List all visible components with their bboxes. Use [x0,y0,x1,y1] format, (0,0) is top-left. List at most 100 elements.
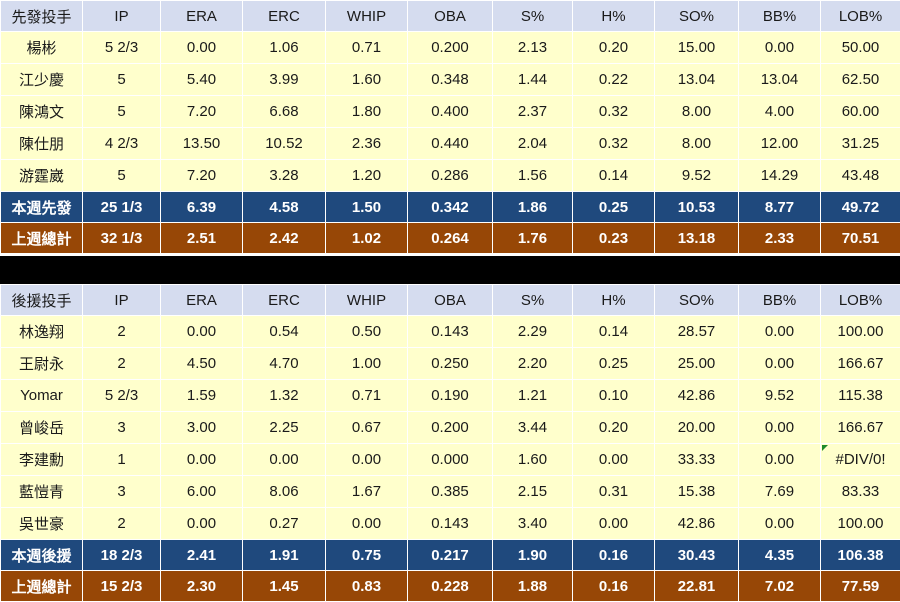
pitcher-name: 陳仕朋 [1,128,83,160]
stat-cell: 5 2/3 [83,32,161,64]
stat-cell: 14.29 [739,160,821,192]
stat-cell: 115.38 [821,380,900,412]
stat-cell: 8.06 [243,476,326,508]
pitcher-name: 藍愷青 [1,476,83,508]
stat-cell: 100.00 [821,316,900,348]
stat-cell: 0.348 [408,64,493,96]
stat-cell: 8.00 [655,128,739,160]
column-header: ERC [243,285,326,316]
stat-cell: 166.67 [821,412,900,444]
stat-cell: 0.32 [573,128,655,160]
stat-cell: 0.00 [161,508,243,540]
column-header: OBA [408,1,493,32]
total-label: 上週總計 [1,571,83,602]
pitcher-name: 江少慶 [1,64,83,96]
stat-cell: 83.33 [821,476,900,508]
column-header: BB% [739,1,821,32]
stat-cell: 42.86 [655,380,739,412]
stat-cell: 1.20 [326,160,408,192]
stat-cell: 2.37 [493,96,573,128]
stat-cell: 1.56 [493,160,573,192]
total-cell: 2.33 [739,223,821,254]
stat-cell: 0.54 [243,316,326,348]
stat-cell: 1.80 [326,96,408,128]
stat-cell: 2 [83,348,161,380]
stat-cell: 3 [83,412,161,444]
total-cell: 22.81 [655,571,739,602]
stat-cell: 4 2/3 [83,128,161,160]
stat-cell: 7.20 [161,160,243,192]
stat-cell: 0.143 [408,508,493,540]
column-header: LOB% [821,1,900,32]
total-cell: 1.91 [243,540,326,571]
total-cell: 0.342 [408,192,493,223]
stat-cell: 3.44 [493,412,573,444]
stat-cell: 0.31 [573,476,655,508]
pitcher-header: 先發投手 [1,1,83,32]
stat-cell: 0.14 [573,160,655,192]
total-cell: 15 2/3 [83,571,161,602]
stat-cell: 0.67 [326,412,408,444]
stat-cell: #DIV/0! [821,444,900,476]
stat-cell: 7.20 [161,96,243,128]
total-cell: 1.02 [326,223,408,254]
stat-cell: 0.286 [408,160,493,192]
total-cell: 18 2/3 [83,540,161,571]
total-cell: 0.25 [573,192,655,223]
stat-cell: 5.40 [161,64,243,96]
total-cell: 1.88 [493,571,573,602]
stat-cell: 12.00 [739,128,821,160]
stat-cell: 2 [83,508,161,540]
column-header: WHIP [326,1,408,32]
pitcher-name: 王尉永 [1,348,83,380]
stat-cell: 1.60 [326,64,408,96]
stat-cell: 3.28 [243,160,326,192]
total-cell: 0.16 [573,540,655,571]
stat-cell: 0.00 [326,444,408,476]
stat-cell: 0.27 [243,508,326,540]
total-cell: 1.76 [493,223,573,254]
stat-cell: 1.60 [493,444,573,476]
stat-cell: 43.48 [821,160,900,192]
total-cell: 2.30 [161,571,243,602]
pitcher-name: 李建勳 [1,444,83,476]
stat-cell: 0.00 [573,444,655,476]
column-header: BB% [739,285,821,316]
total-cell: 30.43 [655,540,739,571]
stat-cell: 1.59 [161,380,243,412]
stat-cell: 9.52 [655,160,739,192]
total-cell: 2.42 [243,223,326,254]
total-cell: 2.41 [161,540,243,571]
total-cell: 0.83 [326,571,408,602]
stat-cell: 0.50 [326,316,408,348]
column-header: ERA [161,285,243,316]
stat-cell: 5 2/3 [83,380,161,412]
stat-cell: 13.50 [161,128,243,160]
column-header: SO% [655,285,739,316]
stat-cell: 4.50 [161,348,243,380]
total-cell: 0.16 [573,571,655,602]
stat-cell: 3.00 [161,412,243,444]
stat-cell: 60.00 [821,96,900,128]
total-label: 本週後援 [1,540,83,571]
total-label: 本週先發 [1,192,83,223]
section-separator [0,256,900,284]
column-header: WHIP [326,285,408,316]
stat-cell: 0.20 [573,32,655,64]
column-header: S% [493,1,573,32]
column-header: IP [83,1,161,32]
pitcher-name: 陳鴻文 [1,96,83,128]
stat-cell: 0.190 [408,380,493,412]
